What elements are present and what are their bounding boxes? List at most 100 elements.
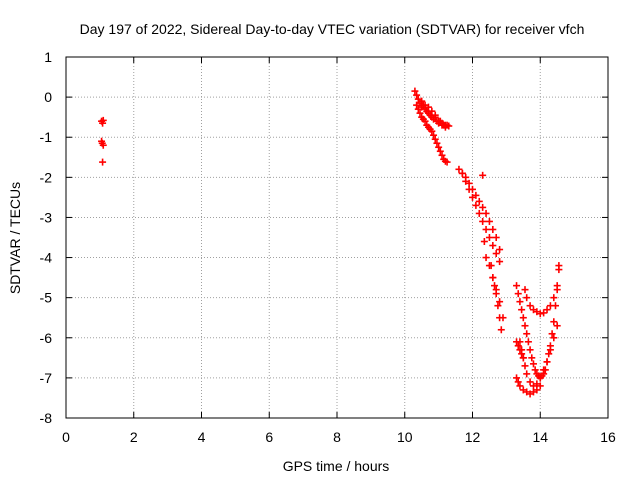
data-point-marker [485, 234, 493, 241]
data-point-marker [421, 117, 429, 125]
data-point-marker [550, 334, 558, 342]
data-point-marker [413, 101, 421, 109]
data-point-marker [548, 330, 556, 338]
data-point-marker [482, 209, 490, 217]
y-tick-label: -4 [40, 250, 53, 266]
data-point-marker [475, 197, 483, 205]
data-point-marker [523, 370, 531, 378]
data-point-marker [436, 147, 444, 155]
y-tick-label: -3 [40, 209, 53, 225]
data-point-marker [516, 382, 524, 390]
data-point-marker [518, 306, 526, 314]
data-point-marker [540, 309, 548, 317]
data-point-marker [99, 141, 107, 149]
data-point-marker [513, 374, 521, 382]
data-point-marker [480, 238, 488, 246]
data-point-marker [465, 179, 473, 187]
data-point-marker [494, 302, 502, 310]
x-tick-label: 4 [198, 429, 206, 445]
data-point-marker [479, 203, 487, 211]
data-point-marker [489, 242, 497, 250]
data-point-marker [492, 234, 500, 241]
data-point-marker [529, 360, 537, 368]
data-point-marker [536, 382, 544, 390]
data-point-marker [445, 122, 453, 130]
data-point-marker [99, 158, 107, 166]
data-point-marker [553, 322, 561, 330]
data-point-marker [543, 358, 551, 366]
data-point-marker [492, 250, 500, 258]
data-point-marker [513, 282, 521, 290]
data-point-marker [550, 294, 558, 302]
data-point-marker [455, 165, 463, 173]
data-point-marker [514, 290, 522, 298]
y-tick-label: -7 [40, 370, 53, 386]
data-point-marker [413, 91, 421, 99]
x-tick-labels: 0 2 4 6 8 10 12 14 16 [62, 429, 616, 445]
data-point-marker [497, 326, 505, 334]
data-point-marker [428, 127, 436, 135]
data-point-marker [482, 225, 490, 233]
data-point-marker [428, 107, 436, 115]
data-point-marker [521, 286, 529, 294]
data-point-marker [518, 350, 526, 358]
data-point-marker [479, 171, 487, 179]
data-point-marker [553, 282, 561, 290]
data-point-marker [489, 225, 497, 233]
y-tick-label: -2 [40, 169, 53, 185]
data-point-marker [431, 135, 439, 143]
grid-lines [66, 57, 608, 418]
data-point-marker [424, 103, 432, 111]
data-point-marker [536, 310, 544, 318]
data-point-marker [519, 314, 527, 322]
data-point-marker [516, 298, 524, 306]
data-point-marker [443, 158, 451, 166]
x-tick-label: 8 [333, 429, 341, 445]
data-point-marker [458, 169, 466, 177]
data-point-marker [441, 121, 449, 129]
data-point-marker [526, 346, 534, 354]
data-point-marker [414, 105, 422, 113]
data-point-marker [491, 282, 499, 290]
data-point-marker [516, 346, 524, 354]
data-point-marker [433, 139, 441, 147]
x-axis-label: GPS time / hours [283, 458, 390, 474]
y-tick-label: 1 [44, 49, 52, 65]
data-point-marker [418, 97, 426, 105]
data-point-marker [514, 342, 522, 350]
data-point-marker [521, 322, 529, 330]
y-tick-label: -5 [40, 290, 53, 306]
x-tick-label: 12 [465, 429, 481, 445]
data-point-marker [533, 386, 541, 394]
data-point-marker [487, 262, 495, 270]
data-point-marker [411, 87, 419, 95]
y-tick-labels: 1 0 -1 -2 -3 -4 -5 -6 -7 -8 [40, 49, 53, 426]
data-point-marker [531, 366, 539, 374]
data-point-marker [462, 173, 470, 181]
x-tick-label: 10 [397, 429, 413, 445]
data-point-marker [519, 354, 527, 362]
y-tick-label: 0 [44, 89, 52, 105]
data-point-marker [496, 246, 504, 254]
data-point-marker [540, 366, 548, 374]
data-point-marker [435, 143, 443, 151]
data-point-marker [438, 151, 446, 159]
data-point-marker [528, 354, 536, 362]
x-tick-label: 0 [62, 429, 70, 445]
data-point-marker [492, 290, 500, 298]
chart-title: Day 197 of 2022, Sidereal Day-to-day VTE… [80, 21, 585, 37]
data-point-marker [430, 131, 438, 139]
data-point-marker [469, 185, 476, 193]
data-point-marker [514, 378, 522, 386]
data-point-marker [489, 274, 497, 282]
data-point-marker [496, 298, 504, 306]
data-point-marker [416, 109, 424, 117]
data-point-marker [526, 302, 534, 310]
data-points [98, 87, 563, 398]
x-tick-label: 2 [130, 429, 138, 445]
data-point-marker [475, 209, 483, 217]
data-point-marker [485, 217, 493, 225]
y-axis-label: SDTVAR / TECUs [7, 182, 23, 294]
y-tick-label: -6 [40, 330, 53, 346]
